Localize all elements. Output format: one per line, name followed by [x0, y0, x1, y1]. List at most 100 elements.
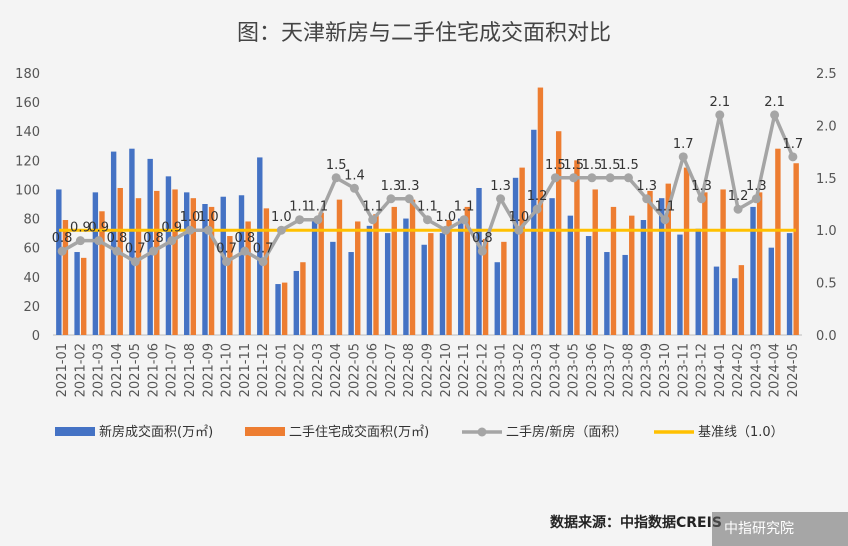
- bar-new-2021-02: [74, 252, 80, 335]
- x-tick-label: 2023-10: [658, 343, 673, 397]
- x-tick-label: 2021-01: [55, 343, 70, 397]
- bar-second-2022-05: [355, 221, 361, 335]
- bar-second-2022-12: [482, 238, 489, 335]
- ratio-data-label: 1.7: [783, 137, 804, 152]
- bar-second-2023-01: [501, 241, 507, 335]
- x-tick-label: 2021-08: [183, 343, 198, 397]
- legend-label-ratio: 二手房/新房（面积）: [506, 424, 627, 440]
- bar-new-2022-02: [293, 270, 300, 335]
- ratio-data-label: 1.2: [527, 189, 548, 204]
- bar-second-2021-03: [99, 211, 105, 335]
- x-tick-label: 2022-02: [293, 343, 308, 397]
- ratio-point-2024-04: [770, 110, 780, 120]
- ratio-point-2023-09: [642, 194, 652, 204]
- bar-second-2022-02: [300, 262, 306, 335]
- ratio-data-label: 0.7: [216, 242, 237, 257]
- ratio-data-label: 1.5: [582, 158, 603, 173]
- ratio-point-2023-05: [569, 173, 579, 183]
- bar-new-2022-01: [275, 284, 281, 335]
- bar-second-2023-12: [702, 192, 708, 335]
- y2-tick-label: 0.5: [816, 277, 837, 292]
- x-tick-label: 2024-04: [768, 343, 783, 397]
- bar-second-2022-03: [318, 212, 324, 335]
- ratio-point-2021-04: [112, 246, 122, 256]
- ratio-point-2024-01: [715, 110, 725, 120]
- bar-new-2023-02: [512, 177, 519, 335]
- ratio-data-label: 0.9: [70, 221, 91, 236]
- bar-new-2021-05: [129, 148, 135, 335]
- bar-second-2023-05: [574, 160, 580, 335]
- y2-tick-label: 2.0: [816, 119, 837, 134]
- ratio-data-label: 0.8: [143, 231, 164, 246]
- x-tick-label: 2021-12: [256, 343, 271, 397]
- bar-new-2023-09: [640, 220, 647, 335]
- bar-new-2023-11: [677, 234, 683, 335]
- x-tick-label: 2024-05: [786, 343, 801, 397]
- bar-new-2021-04: [110, 151, 117, 335]
- bar-second-2021-01: [62, 220, 69, 335]
- bar-second-2021-05: [135, 198, 142, 335]
- ratio-data-label: 1.3: [399, 179, 420, 194]
- legend-swatch-second: [245, 427, 285, 436]
- bar-second-2024-03: [756, 192, 763, 335]
- ratio-point-2023-04: [550, 173, 560, 183]
- ratio-data-label: 1.1: [289, 200, 310, 215]
- bar-new-2021-11: [238, 195, 245, 335]
- legend-label-second: 二手住宅成交面积(万㎡): [289, 424, 429, 440]
- x-tick-label: 2021-04: [110, 343, 125, 397]
- source-note: 数据来源：中指数据CREIS: [550, 514, 722, 531]
- ratio-point-2022-04: [331, 173, 341, 183]
- x-tick-label: 2022-09: [421, 343, 436, 397]
- ratio-data-label: 2.1: [764, 95, 785, 110]
- bar-new-2024-01: [713, 266, 720, 335]
- bar-second-2021-08: [190, 198, 197, 335]
- watermark-badge: 中指研究院: [712, 512, 848, 546]
- ratio-point-2021-11: [240, 246, 250, 256]
- bar-second-2021-09: [208, 206, 215, 335]
- ratio-data-label: 1.5: [618, 158, 639, 173]
- x-tick-label: 2022-08: [402, 343, 417, 397]
- ratio-data-label: 1.5: [600, 158, 621, 173]
- ratio-data-label: 1.0: [435, 210, 456, 225]
- bar-new-2023-06: [585, 236, 592, 335]
- ratio-point-2021-05: [130, 257, 140, 267]
- bar-new-2023-07: [604, 252, 610, 335]
- x-tick-label: 2021-11: [238, 343, 253, 397]
- ratio-data-label: 1.3: [381, 179, 402, 194]
- ratio-data-label: 1.0: [198, 210, 219, 225]
- bar-new-2023-12: [695, 228, 701, 335]
- x-tick-label: 2021-05: [128, 343, 143, 397]
- ratio-point-2021-02: [75, 236, 85, 246]
- ratio-point-2023-08: [623, 173, 633, 183]
- bar-new-2024-05: [786, 233, 793, 335]
- x-tick-label: 2023-07: [603, 343, 618, 397]
- ratio-point-2021-12: [258, 257, 268, 267]
- ratio-point-2024-03: [751, 194, 761, 204]
- bar-new-2024-03: [750, 206, 756, 335]
- x-tick-label: 2021-02: [73, 343, 88, 397]
- bar-second-2021-02: [81, 257, 87, 335]
- bar-second-2023-08: [629, 215, 635, 335]
- bar-new-2022-12: [476, 187, 482, 335]
- x-tick-label: 2021-10: [220, 343, 235, 397]
- bar-second-2024-05: [793, 163, 799, 335]
- bar-second-2021-06: [154, 190, 160, 335]
- x-tick-label: 2022-11: [457, 343, 472, 397]
- x-tick-label: 2023-09: [640, 343, 655, 397]
- x-tick-label: 2023-03: [530, 343, 545, 397]
- x-tick-label: 2023-02: [512, 343, 527, 397]
- ratio-data-label: 0.7: [253, 242, 274, 257]
- ratio-data-label: 1.1: [308, 200, 329, 215]
- bar-second-2024-02: [738, 265, 745, 335]
- x-tick-label: 2024-01: [713, 343, 728, 397]
- ratio-data-label: 1.7: [673, 137, 694, 152]
- bar-new-2023-04: [549, 198, 555, 335]
- ratio-data-label: 0.8: [107, 231, 128, 246]
- bar-new-2021-06: [147, 158, 153, 335]
- x-tick-label: 2021-03: [92, 343, 107, 397]
- y-tick-label: 160: [15, 96, 40, 111]
- ratio-point-2022-05: [349, 183, 359, 193]
- bar-second-2022-06: [373, 214, 379, 335]
- bar-new-2023-03: [531, 129, 537, 335]
